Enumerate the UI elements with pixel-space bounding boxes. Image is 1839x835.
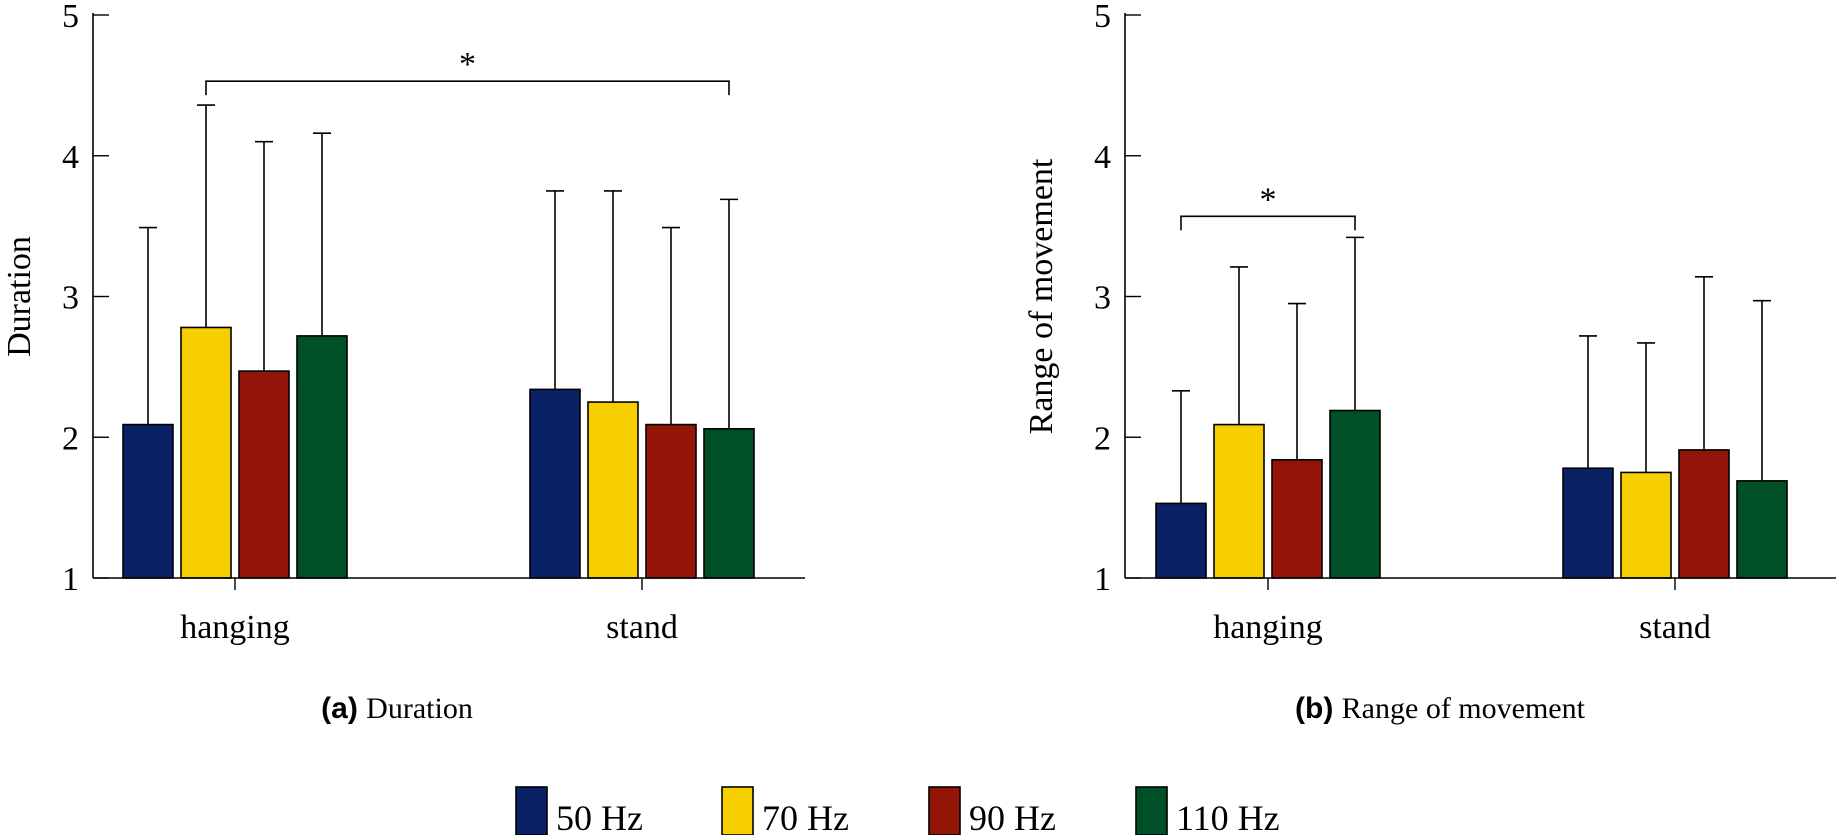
y-tick-label: 5	[1094, 0, 1111, 35]
legend-label-50-hz: 50 Hz	[556, 798, 643, 835]
bar-hanging-90-hz	[1271, 458, 1323, 579]
legend-swatch-70-hz	[721, 786, 754, 835]
chart-duration: 1 2 3 4 5 hanging stand Duration * (a) Duration	[1, 0, 805, 725]
category-label-hanging: hanging	[180, 609, 290, 646]
y-tick-label: 4	[1094, 139, 1111, 176]
legend-label-90-hz: 90 Hz	[969, 798, 1056, 835]
significance-bracket	[205, 80, 730, 96]
category-label-stand: stand	[606, 609, 678, 646]
y-tick-label: 2	[1094, 420, 1111, 457]
y-tick-label: 1	[1094, 561, 1111, 598]
bar-hanging-110-hz	[1329, 409, 1381, 579]
bar-stand-110-hz	[703, 428, 755, 579]
caption: (a) Duration	[321, 692, 473, 725]
y-tick-label: 1	[62, 561, 79, 598]
legend-label-110-hz: 110 Hz	[1176, 798, 1280, 835]
bar-stand-50-hz	[529, 388, 581, 579]
bar-hanging-110-hz	[296, 335, 348, 579]
y-tick-label: 5	[62, 0, 79, 35]
bar-hanging-70-hz	[1213, 423, 1265, 579]
chart-range-of-movement: 1 2 3 4 5 hanging stand Range of movement * (b) R…	[1023, 0, 1836, 725]
bar-hanging-50-hz	[122, 423, 174, 579]
category-label-hanging: hanging	[1213, 609, 1323, 646]
bar-stand-90-hz	[645, 423, 697, 579]
significance-star: *	[1260, 181, 1277, 218]
significance-bracket	[1180, 215, 1356, 231]
bar-stand-110-hz	[1736, 480, 1788, 579]
y-tick-label: 4	[62, 139, 79, 176]
bar-stand-70-hz	[587, 401, 639, 579]
legend-swatch-90-hz	[928, 786, 961, 835]
bar-hanging-70-hz	[180, 326, 232, 579]
bar-stand-50-hz	[1562, 467, 1614, 579]
y-tick-label: 3	[1094, 280, 1111, 317]
bar-hanging-50-hz	[1155, 502, 1207, 579]
caption-prefix: (a)	[321, 692, 366, 725]
bar-hanging-90-hz	[238, 370, 290, 579]
caption-text: Duration	[366, 692, 473, 725]
caption: (b) Range of movement	[1295, 692, 1586, 725]
legend-label-70-hz: 70 Hz	[762, 798, 849, 835]
legend-swatch-50-hz	[515, 786, 548, 835]
y-axis-label: Range of movement	[1023, 158, 1060, 434]
y-axis-label: Duration	[1, 236, 38, 357]
legend: 50 Hz 70 Hz 90 Hz 110 Hz	[515, 786, 1280, 835]
caption-prefix: (b)	[1295, 692, 1342, 725]
category-label-stand: stand	[1639, 609, 1711, 646]
significance-star: *	[459, 46, 476, 83]
y-tick-label: 2	[62, 420, 79, 457]
caption-text: Range of movement	[1342, 692, 1586, 725]
y-tick-label: 3	[62, 280, 79, 317]
bar-stand-90-hz	[1678, 449, 1730, 579]
legend-swatch-110-hz	[1135, 786, 1168, 835]
bar-stand-70-hz	[1620, 471, 1672, 579]
